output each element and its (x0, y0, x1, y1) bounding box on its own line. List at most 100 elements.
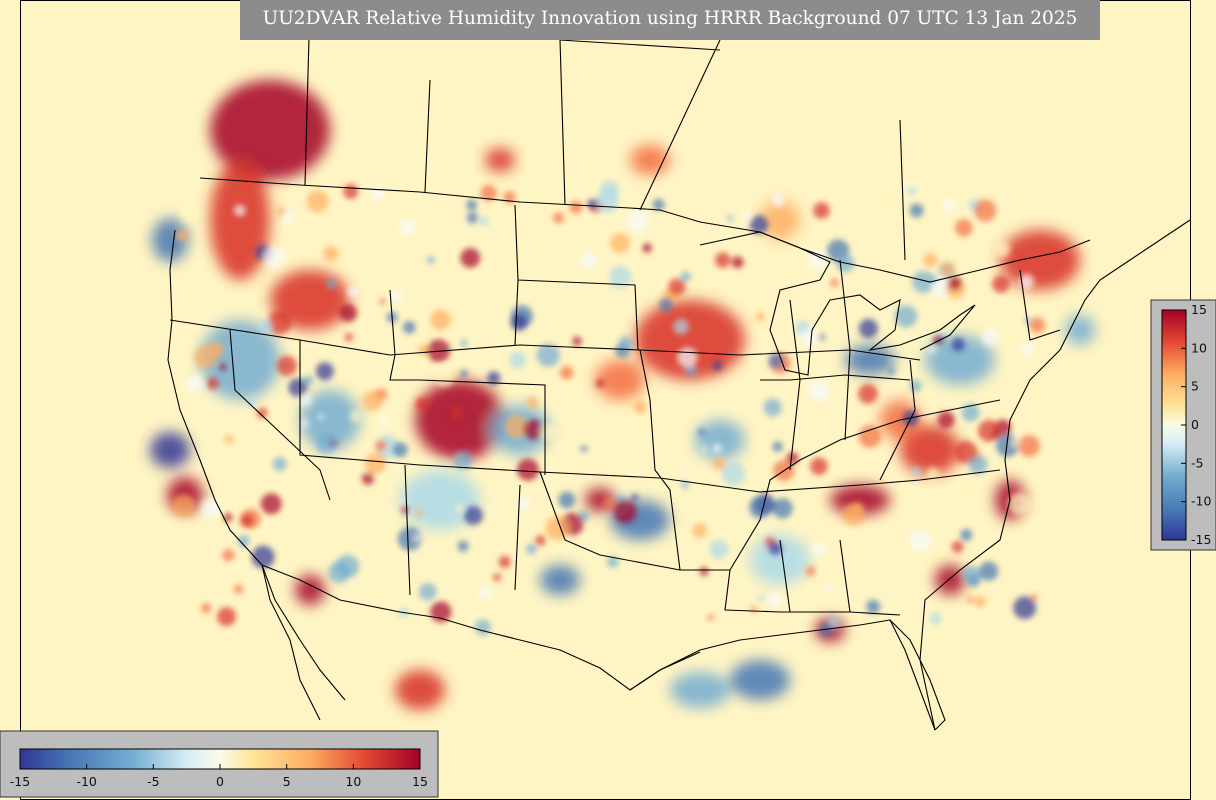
great-lakes (699, 231, 976, 376)
field-detail (344, 333, 353, 342)
field-detail (379, 298, 386, 305)
field-detail (460, 248, 481, 268)
gulf-coastline (629, 619, 946, 731)
field-detail (434, 366, 455, 387)
field-detail (642, 243, 652, 253)
field-detail (866, 599, 881, 614)
field-detail (596, 379, 604, 388)
field-detail (887, 368, 895, 375)
field-detail (960, 528, 973, 541)
horizontal-colorbar-ticks: -15 -10 -5 0 5 10 15 (10, 764, 428, 789)
field-detail (851, 502, 864, 515)
field-detail (947, 276, 962, 291)
field-detail (684, 473, 691, 480)
field-detail (929, 612, 942, 625)
field-detail (858, 383, 878, 404)
field-anomaly (750, 535, 810, 585)
field-detail (955, 479, 976, 500)
field-detail (1020, 341, 1035, 356)
field-detail (475, 619, 491, 636)
field-detail (315, 362, 334, 381)
field-detail (480, 184, 498, 202)
field-detail (1013, 596, 1037, 620)
field-detail (364, 452, 387, 475)
field-anomaly (485, 148, 515, 172)
field-anomaly (730, 660, 790, 700)
field-detail (630, 493, 639, 502)
field-detail (559, 365, 574, 380)
field-detail (402, 320, 416, 334)
field-detail (466, 199, 478, 211)
field-detail (680, 271, 691, 282)
field-detail (237, 535, 250, 548)
field-detail (300, 419, 309, 428)
field-detail (709, 539, 729, 559)
field-detail (923, 252, 938, 268)
field-detail (707, 614, 715, 621)
field-detail (219, 363, 227, 371)
field-detail (493, 573, 501, 582)
field-detail (693, 403, 707, 416)
field-detail (457, 540, 469, 552)
field-detail (967, 596, 974, 603)
field-anomaly (695, 420, 745, 460)
field-detail (701, 445, 708, 452)
field-detail (715, 252, 731, 268)
field-detail (928, 346, 937, 354)
field-detail (607, 556, 619, 568)
horizontal-tick-label: 5 (283, 774, 291, 789)
field-detail (379, 416, 389, 426)
field-detail (201, 498, 221, 518)
field-detail (399, 219, 416, 236)
field-detail (516, 458, 539, 481)
field-detail (767, 591, 783, 607)
field-detail (587, 199, 598, 210)
field-anomaly (300, 390, 360, 450)
field-detail (768, 542, 782, 555)
field-detail (978, 419, 1000, 442)
field-detail (633, 400, 647, 414)
field-detail (540, 423, 558, 441)
horizontal-colorbar: -15 -10 -5 0 5 10 15 (0, 730, 439, 798)
field-anomaly (670, 672, 730, 708)
field-detail (830, 278, 839, 287)
vertical-tick-label: -5 (1191, 455, 1203, 470)
field-detail (673, 318, 689, 335)
vertical-tick-label: 0 (1191, 417, 1199, 432)
vertical-colorbar: -15 -10 -5 0 5 10 15 (1150, 299, 1216, 551)
field-detail (478, 586, 492, 600)
field-detail (536, 343, 560, 367)
field-detail (712, 443, 722, 454)
field-detail (668, 278, 686, 296)
field-detail (909, 203, 924, 218)
field-detail (526, 543, 537, 555)
field-detail (810, 457, 828, 475)
field-detail (826, 586, 835, 595)
field-detail (755, 312, 766, 322)
field-anomaly (1065, 315, 1095, 345)
vertical-tick-label: -15 (1191, 532, 1211, 547)
field-detail (498, 555, 511, 569)
field-detail (282, 211, 294, 223)
field-detail (463, 506, 483, 525)
field-detail (504, 415, 529, 439)
field-detail (727, 215, 734, 222)
field-detail (992, 275, 1010, 293)
field-anomaly (210, 160, 270, 280)
horizontal-tick-label: -5 (147, 774, 159, 789)
field-detail (572, 336, 582, 346)
field-detail (362, 390, 383, 412)
field-detail (1029, 317, 1046, 334)
field-detail (521, 187, 538, 204)
field-detail (322, 245, 339, 262)
field-detail (413, 534, 421, 542)
field-detail (180, 202, 200, 223)
field-detail (414, 510, 422, 517)
field-detail (206, 377, 219, 390)
field-anomaly (395, 670, 445, 710)
field-detail (981, 328, 1000, 347)
field-detail (172, 494, 196, 517)
field-anomaly (925, 335, 995, 385)
field-detail (288, 378, 308, 397)
